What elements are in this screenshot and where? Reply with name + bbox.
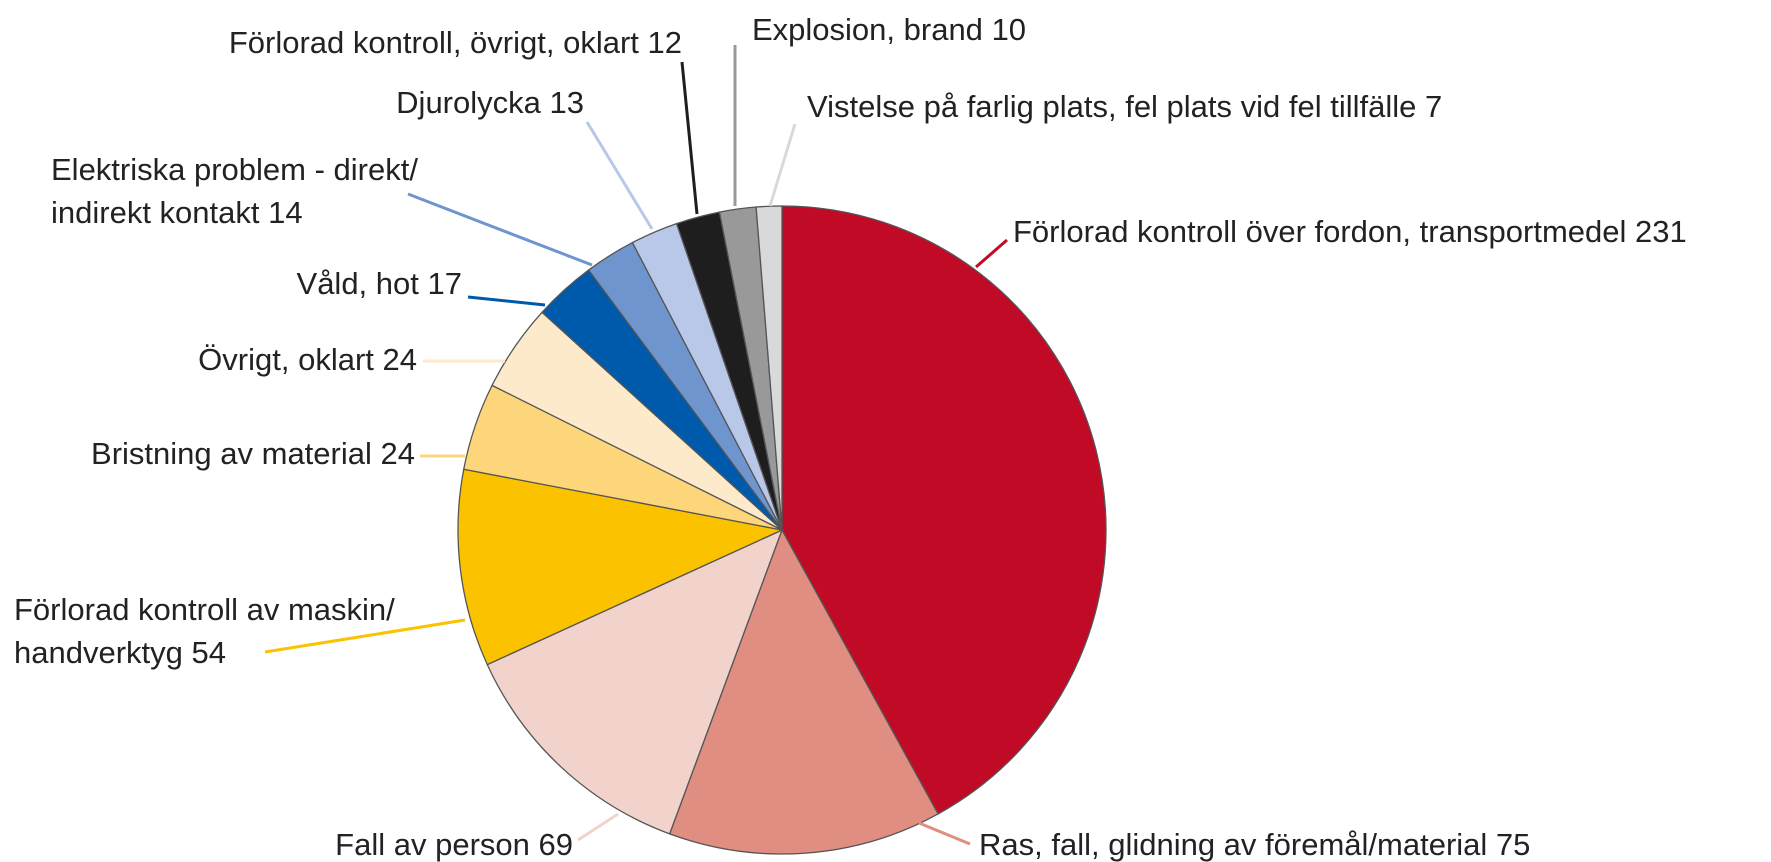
category-label: Djurolycka	[396, 84, 541, 120]
category-label: Våld, hot	[296, 265, 419, 301]
slice-label: Förlorad kontroll, övrigt, oklart 12	[229, 21, 682, 64]
value-label: 231	[1635, 213, 1687, 249]
value-label: 69	[538, 826, 573, 862]
leader-line	[264, 618, 466, 654]
slice-label: Vistelse på farlig plats, fel plats vid …	[807, 85, 1442, 128]
value-label: 7	[1425, 88, 1443, 124]
value-label: 13	[549, 84, 584, 120]
leader-line	[407, 192, 593, 267]
slice-label: Elektriska problem - direkt/ indirekt ko…	[51, 148, 471, 234]
category-label: Vistelse på farlig plats, fel plats vid …	[807, 88, 1417, 124]
category-label: Fall av person	[335, 826, 530, 862]
category-label: Ras, fall, glidning av föremål/material	[979, 826, 1488, 862]
slice-label: Djurolycka 13	[396, 81, 584, 124]
category-label: Elektriska problem - direkt/ indirekt ko…	[51, 151, 418, 230]
category-label: Förlorad kontroll av maskin/ handverktyg	[14, 591, 395, 670]
slice-label: Explosion, brand 10	[752, 8, 1026, 51]
value-label: 12	[647, 24, 682, 60]
slice-label: Fall av person 69	[335, 823, 573, 862]
slice-label: Övrigt, oklart 24	[198, 338, 417, 381]
pie-slice	[755, 205, 783, 531]
value-label: 75	[1495, 826, 1531, 862]
leader-line	[975, 238, 1008, 269]
category-label: Förlorad kontroll, övrigt, oklart	[228, 24, 639, 60]
pie-slice	[457, 468, 785, 666]
pie-slice	[486, 528, 784, 835]
value-label: 54	[191, 634, 226, 670]
category-label: Explosion, brand	[752, 11, 983, 47]
pie-slice	[668, 528, 939, 855]
slice-label: Bristning av material 24	[91, 432, 415, 475]
value-label: 24	[382, 341, 417, 377]
slice-label: Ras, fall, glidning av föremål/material …	[979, 823, 1530, 862]
value-label: 17	[427, 265, 462, 301]
category-label: Förlorad kontroll över fordon, transport…	[1013, 213, 1627, 249]
value-label: 10	[991, 11, 1027, 47]
leader-line	[680, 61, 699, 215]
pie-slice	[781, 205, 1107, 815]
slice-label: Våld, hot 17	[297, 262, 462, 305]
value-label: 24	[380, 435, 415, 471]
value-label: 14	[268, 194, 303, 230]
leader-line	[585, 121, 654, 230]
leader-line	[918, 821, 971, 846]
slice-label: Förlorad kontroll över fordon, transport…	[1013, 210, 1687, 253]
leader-line	[768, 123, 797, 207]
category-label: Bristning av material	[91, 435, 372, 471]
category-label: Övrigt, oklart	[198, 341, 374, 377]
leader-line	[577, 812, 619, 842]
leader-line	[467, 295, 546, 307]
slice-label: Förlorad kontroll av maskin/ handverktyg…	[14, 588, 454, 674]
